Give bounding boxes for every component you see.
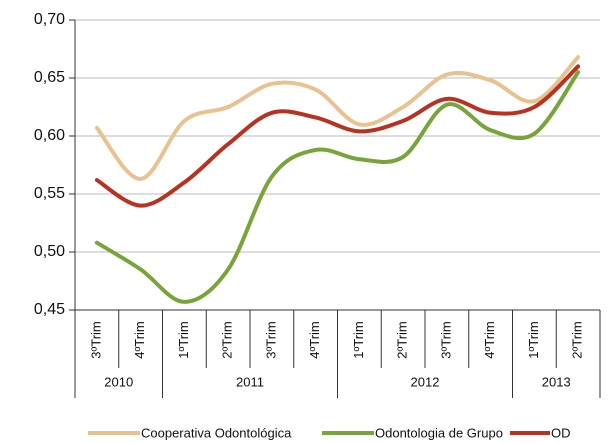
legend-label: OD (551, 425, 571, 440)
y-tick-label: 0,60 (34, 127, 65, 144)
y-tick-label: 0,70 (34, 11, 65, 28)
x-tick-label: 4ºTrim (482, 321, 497, 358)
x-tick-label: 3ºTrim (263, 321, 278, 358)
x-tick-label: 2ºTrim (220, 321, 235, 358)
x-tick-label: 1ºTrim (351, 321, 366, 358)
x-tick-label: 1ºTrim (176, 321, 191, 358)
series-line (94, 70, 581, 304)
legend-label: Odontologia de Grupo (375, 425, 503, 440)
x-tick-label: 2ºTrim (570, 321, 585, 358)
series-line (94, 55, 581, 181)
y-tick-label: 0,55 (34, 185, 65, 202)
series-line (94, 64, 581, 208)
x-tick-label: 4ºTrim (307, 321, 322, 358)
y-tick-label: 0,50 (34, 243, 65, 260)
x-tick-label: 2ºTrim (395, 321, 410, 358)
group-label: 2012 (411, 374, 440, 389)
y-tick-label: 0,45 (34, 301, 65, 318)
group-label: 2013 (542, 374, 571, 389)
y-tick-label: 0,65 (34, 69, 65, 86)
x-tick-label: 1ºTrim (526, 321, 541, 358)
x-tick-label: 3ºTrim (88, 321, 103, 358)
x-tick-label: 3ºTrim (438, 321, 453, 358)
group-label: 2010 (104, 374, 133, 389)
legend-label: Cooperativa Odontológica (141, 425, 292, 440)
group-label: 2011 (236, 374, 264, 389)
x-tick-label: 4ºTrim (132, 321, 147, 358)
